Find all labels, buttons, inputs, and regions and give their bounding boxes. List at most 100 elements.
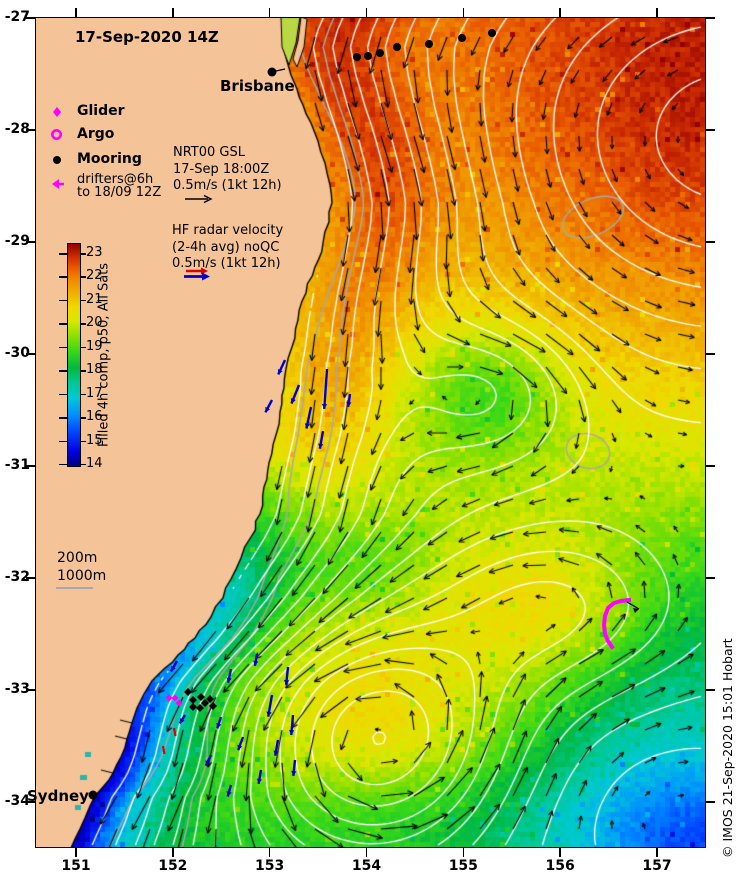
y-axis-label: -34 [4,793,30,809]
colorbar-tick-label: 20 [86,315,103,331]
colorbar-gradient [67,243,81,467]
nrt-line-2: 17-Sep 18:00Z [173,161,270,177]
nrt-line-3: 0.5m/s (1kt 12h) [173,178,282,193]
x-axis-label: 152 [158,858,188,874]
x-axis-tick [462,848,465,857]
x-axis-label: 154 [351,858,382,874]
x-axis-tick-top [559,8,561,17]
y-axis-tick [26,129,35,131]
colorbar-tick [59,393,67,396]
sst-field-canvas [35,17,706,848]
colorbar-tick [81,393,86,396]
depth-200m-label: 200m [57,550,98,566]
x-axis-tick [268,848,271,857]
mooring-icon [50,152,64,171]
y-axis-label: -27 [4,9,30,25]
colorbar-tick [59,417,67,419]
colorbar-tick [59,253,67,255]
x-axis-label: 155 [448,858,478,874]
y-axis-label: -28 [4,121,30,137]
y-axis-tick [26,689,35,691]
nrt-scale-arrow-icon [184,190,214,209]
x-axis-tick-top [268,8,271,17]
y-axis-tick [26,241,35,243]
x-axis-tick [559,848,561,857]
colorbar-tick [59,346,67,349]
x-axis-label: 156 [545,858,575,874]
legend-glider-label: Glider [77,103,125,119]
legend-drifters-label-1: drifters@6h [77,172,154,187]
colorbar-tick [81,417,86,419]
y-axis-label: -32 [4,569,30,585]
colorbar-label: Filled 4h comp, p50, All Sats [96,262,112,448]
glider-icon [50,104,64,123]
nrt-annotation: NRT00 GSL 17-Sep 18:00Z 0.5m/s (1kt 12h) [173,145,282,195]
colorbar-tick [59,276,67,278]
y-axis-tick-right [706,129,715,131]
colorbar-tick-label: 16 [86,409,103,425]
legend-drifters-label-2: to 18/09 12Z [77,185,162,200]
y-axis-tick-right [706,353,715,355]
x-axis-label: 151 [61,858,91,874]
credit-text: © IMOS 21-Sep-2020 15:01 Hobart [720,638,735,858]
colorbar-tick-label: 22 [86,268,103,284]
x-axis-tick [172,848,174,857]
y-axis-label: -33 [4,681,30,697]
colorbar-tick [81,323,86,325]
y-axis-tick-right [706,801,715,803]
hf-line-1: HF radar velocity [172,223,284,238]
x-axis-tick-top [656,8,658,17]
colorbar-tick-label: 19 [86,338,103,354]
colorbar-tick-label: 17 [86,385,103,401]
hf-line-2: (2-4h avg) noQC [172,239,280,255]
legend-mooring-label: Mooring [77,151,142,167]
colorbar-tick [81,346,86,349]
y-axis-label: -30 [4,345,30,361]
colorbar-tick [59,440,67,443]
colorbar-tick-label: 23 [86,245,103,260]
y-axis-tick-right [706,577,715,579]
x-axis-tick [656,848,658,857]
y-axis-tick-right [706,241,715,243]
x-axis-label: 153 [255,858,285,874]
depth-1000m-label: 1000m [57,568,107,584]
colorbar-tick-label: 21 [86,291,103,307]
y-axis-tick [26,801,35,803]
x-axis-tick [365,848,368,857]
hf-line-3: 0.5m/s (1kt 12h) [172,256,281,271]
y-axis-tick [26,465,35,467]
drifter-icon [48,176,66,195]
hf-annotation: HF radar velocity (2-4h avg) noQC 0.5m/s… [172,223,283,273]
x-axis-tick [75,848,77,857]
depth-1000m-line-sample [56,587,93,589]
legend-argo-label: Argo [77,126,115,142]
colorbar-tick [59,299,67,302]
y-axis-tick-right [706,17,715,19]
colorbar-tick [81,463,86,466]
colorbar-tick [59,370,67,372]
y-axis-tick-right [706,689,715,691]
colorbar-tick [81,370,86,372]
y-axis-tick-right [706,465,715,467]
y-axis-tick [26,577,35,579]
nrt-line-1: NRT00 GSL [173,145,245,160]
y-axis-tick [26,353,35,355]
plot-title: 17-Sep-2020 14Z [75,28,219,46]
x-axis-tick-top [365,8,368,17]
x-axis-tick-top [75,8,77,17]
city-label-sydney: Sydney [27,787,89,805]
x-axis-label: 157 [642,858,672,874]
x-axis-tick-top [462,8,465,17]
x-axis-tick-top [172,8,174,17]
colorbar-tick-label: 14 [86,455,103,471]
colorbar-tick [59,323,67,325]
depth-contour-legend: 200m 1000m [57,549,106,585]
hf-scale-arrows-icon [183,266,215,286]
y-axis-label: -31 [4,457,30,473]
colorbar-tick [81,253,86,255]
city-label-brisbane: Brisbane [220,77,295,95]
argo-icon [49,127,64,146]
y-axis-tick [26,17,35,19]
colorbar-tick [59,463,67,466]
